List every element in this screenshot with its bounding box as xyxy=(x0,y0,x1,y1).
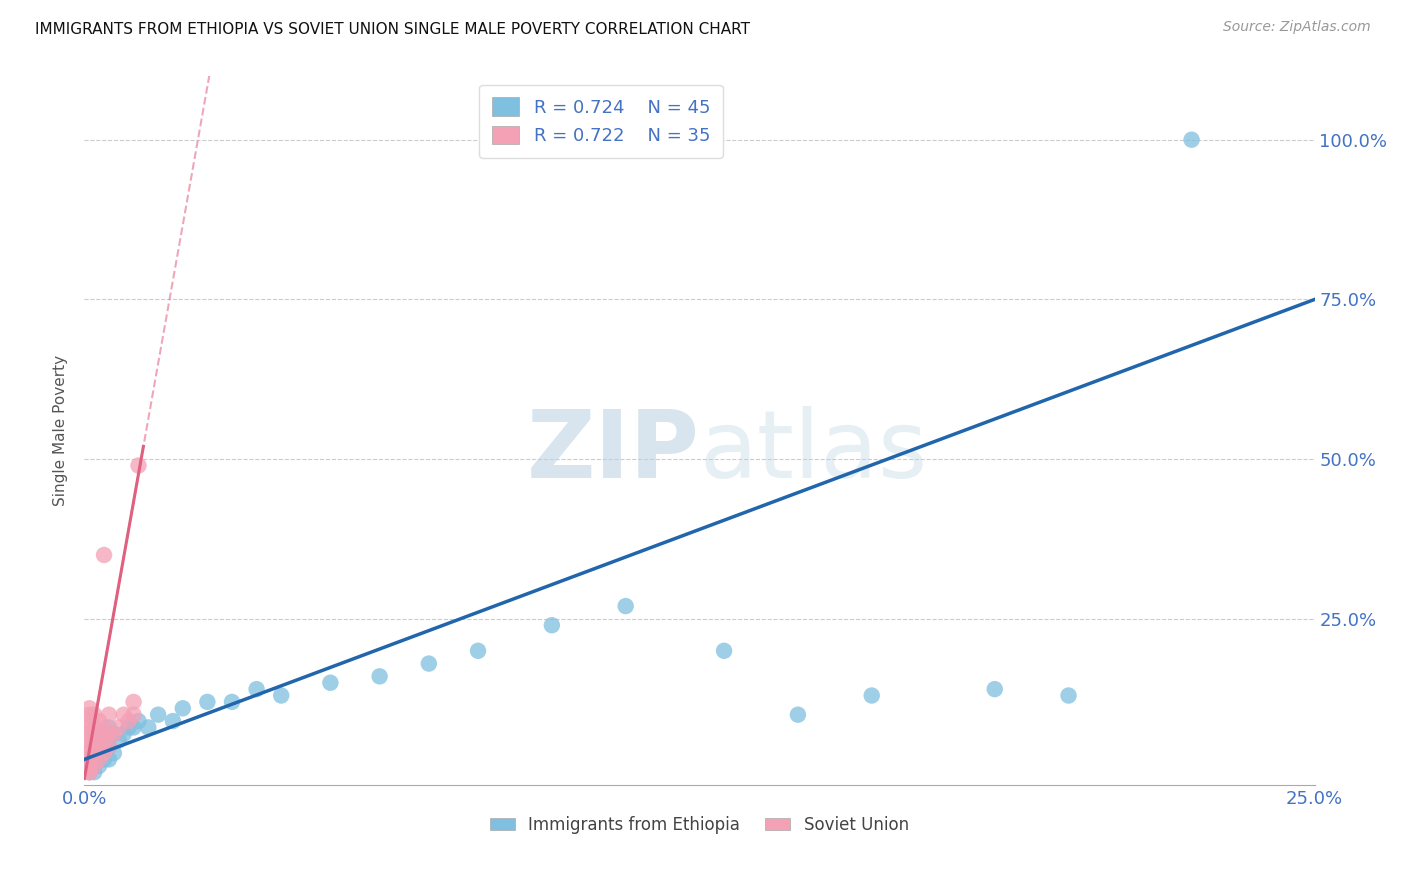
Point xyxy=(79,746,101,760)
Point xyxy=(79,733,101,747)
Point xyxy=(87,727,111,741)
Point xyxy=(197,695,219,709)
Point xyxy=(79,765,101,780)
Point xyxy=(128,714,150,728)
Point xyxy=(79,759,101,773)
Point xyxy=(79,714,101,728)
Point xyxy=(122,695,145,709)
Point xyxy=(108,733,131,747)
Point xyxy=(246,682,269,697)
Text: IMMIGRANTS FROM ETHIOPIA VS SOVIET UNION SINGLE MALE POVERTY CORRELATION CHART: IMMIGRANTS FROM ETHIOPIA VS SOVIET UNION… xyxy=(35,22,751,37)
Point xyxy=(103,727,125,741)
Point xyxy=(83,733,105,747)
Point xyxy=(148,707,170,722)
Point xyxy=(87,727,111,741)
Point xyxy=(713,644,735,658)
Point xyxy=(83,746,105,760)
Point xyxy=(79,759,101,773)
Point xyxy=(87,759,111,773)
Point xyxy=(83,721,105,735)
Point xyxy=(87,739,111,754)
Point xyxy=(98,739,120,754)
Point xyxy=(368,669,391,683)
Point xyxy=(93,721,115,735)
Point xyxy=(98,707,120,722)
Point xyxy=(93,733,115,747)
Text: Source: ZipAtlas.com: Source: ZipAtlas.com xyxy=(1223,20,1371,34)
Point xyxy=(79,727,101,741)
Point xyxy=(787,707,810,722)
Point xyxy=(319,675,342,690)
Legend: Immigrants from Ethiopia, Soviet Union: Immigrants from Ethiopia, Soviet Union xyxy=(484,809,915,840)
Point xyxy=(98,721,120,735)
Point xyxy=(122,721,145,735)
Point xyxy=(79,701,101,715)
Point xyxy=(83,765,105,780)
Point xyxy=(83,739,105,754)
Point xyxy=(87,739,111,754)
Point xyxy=(122,707,145,722)
Point xyxy=(87,714,111,728)
Point xyxy=(87,752,111,766)
Point xyxy=(93,548,115,562)
Y-axis label: Single Male Poverty: Single Male Poverty xyxy=(52,355,67,506)
Point xyxy=(93,739,115,754)
Point xyxy=(270,689,292,703)
Point xyxy=(79,707,101,722)
Point xyxy=(118,714,141,728)
Point xyxy=(128,458,150,473)
Point xyxy=(418,657,440,671)
Point xyxy=(83,707,105,722)
Point xyxy=(172,701,194,715)
Point xyxy=(1181,133,1204,147)
Point xyxy=(83,759,105,773)
Point xyxy=(93,746,115,760)
Point xyxy=(83,746,105,760)
Point xyxy=(103,746,125,760)
Point xyxy=(103,727,125,741)
Point xyxy=(87,752,111,766)
Point xyxy=(118,721,141,735)
Point xyxy=(162,714,184,728)
Point xyxy=(108,721,131,735)
Point xyxy=(79,765,101,780)
Point xyxy=(98,739,120,754)
Point xyxy=(614,599,637,613)
Point xyxy=(79,721,101,735)
Point xyxy=(541,618,564,632)
Point xyxy=(221,695,243,709)
Point xyxy=(984,682,1007,697)
Point xyxy=(79,752,101,766)
Point xyxy=(79,752,101,766)
Text: atlas: atlas xyxy=(700,406,928,498)
Point xyxy=(112,707,135,722)
Text: ZIP: ZIP xyxy=(527,406,700,498)
Point xyxy=(860,689,883,703)
Point xyxy=(467,644,489,658)
Point xyxy=(1057,689,1080,703)
Point xyxy=(93,727,115,741)
Point xyxy=(98,752,120,766)
Point xyxy=(83,759,105,773)
Point xyxy=(138,721,160,735)
Point xyxy=(98,727,120,741)
Point xyxy=(87,733,111,747)
Point xyxy=(112,727,135,741)
Point xyxy=(79,765,101,780)
Point xyxy=(79,739,101,754)
Point xyxy=(93,752,115,766)
